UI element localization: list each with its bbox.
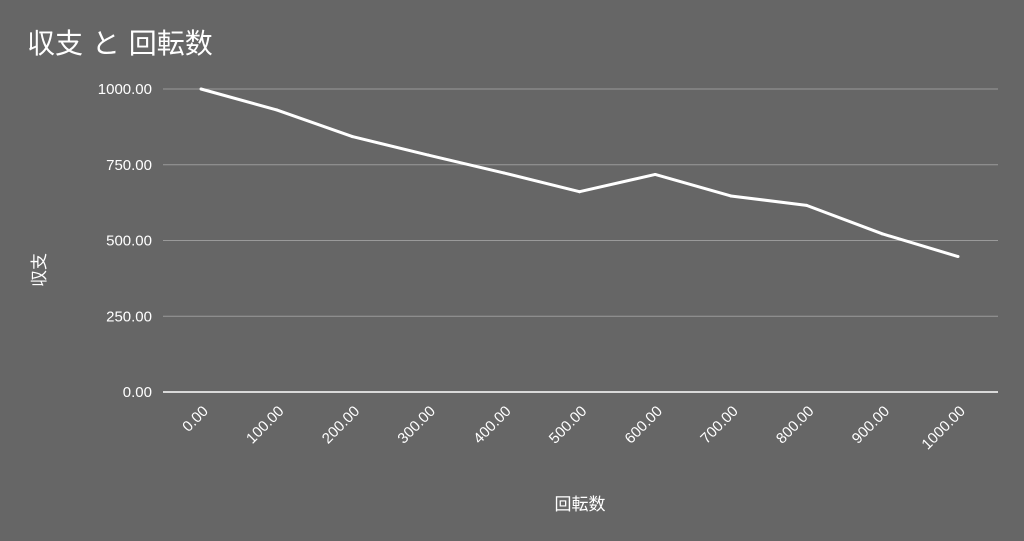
data-point: [502, 171, 506, 175]
data-point: [199, 87, 203, 91]
y-tick-label: 500.00: [106, 233, 152, 250]
x-tick-label: 700.00: [697, 403, 741, 447]
series-line: [200, 87, 959, 258]
x-tick-label: 400.00: [470, 403, 514, 447]
data-point: [956, 255, 960, 259]
y-tick-label: 750.00: [106, 157, 152, 174]
data-point: [880, 232, 884, 236]
x-tick-label: 300.00: [394, 403, 438, 447]
y-axis-label: 収支: [30, 253, 50, 287]
data-point: [653, 172, 657, 176]
data-point: [275, 108, 279, 112]
data-point: [350, 135, 354, 139]
chart-title: 収支 と 回転数: [27, 27, 213, 60]
x-tick-label: 900.00: [849, 403, 893, 447]
y-tick-label: 250.00: [106, 308, 152, 325]
data-point: [729, 194, 733, 198]
x-axis-label: 回転数: [555, 495, 606, 515]
x-tick-label: 0.00: [179, 403, 212, 436]
y-tick-label: 0.00: [123, 384, 152, 401]
x-tick-label: 100.00: [243, 403, 287, 447]
data-point: [426, 153, 430, 157]
x-tick-label: 600.00: [622, 403, 666, 447]
x-tick-label: 500.00: [546, 403, 590, 447]
x-tick-label: 200.00: [319, 403, 363, 447]
data-point: [805, 203, 809, 207]
x-tick-label: 800.00: [773, 403, 817, 447]
data-point: [578, 190, 581, 194]
x-tick-label: 1000.00: [918, 403, 968, 453]
y-tick-label: 1000.00: [98, 81, 152, 98]
